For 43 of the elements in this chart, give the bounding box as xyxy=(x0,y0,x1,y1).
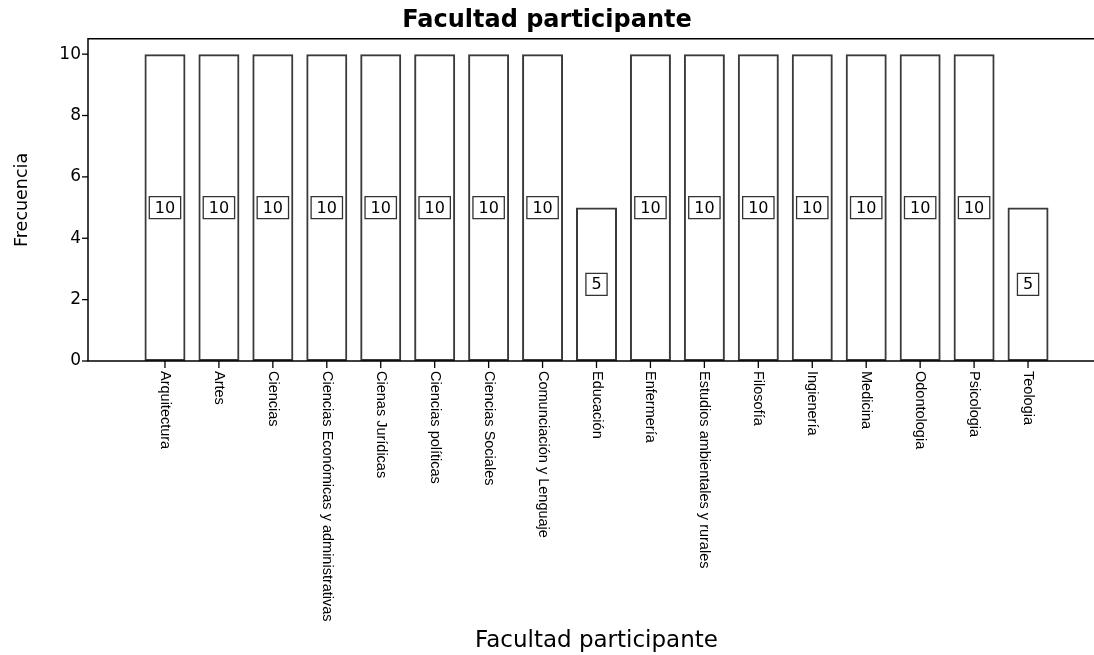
data-label: 10 xyxy=(748,197,769,217)
x-axis-title: Facultad participante xyxy=(475,626,718,653)
x-tick-label: Ciencias xyxy=(265,371,282,427)
data-label: 10 xyxy=(154,197,176,217)
chart-title: Facultad participante xyxy=(402,4,692,33)
y-tick-label: 2 xyxy=(70,288,81,309)
x-tick-label: Ciencias Económicas y administrativas xyxy=(319,371,336,622)
x-tick-label: Enfermería xyxy=(643,371,660,444)
x-tick-label: Ingienería xyxy=(805,371,822,437)
x-tick-label: Educación xyxy=(589,371,606,439)
data-label: 10 xyxy=(532,197,553,217)
y-tick-label: 4 xyxy=(70,226,81,247)
data-label: 10 xyxy=(478,197,499,217)
x-tick-label: Odontologia xyxy=(913,371,930,451)
x-tick-label: Estudios ambientales y rurales xyxy=(697,371,714,569)
y-tick-label: 6 xyxy=(70,165,81,186)
data-label: 10 xyxy=(802,197,823,217)
y-tick-label: 8 xyxy=(70,103,81,124)
x-tick-label: Ciencias Sociales xyxy=(481,371,498,486)
data-label: 10 xyxy=(909,197,931,217)
x-tick-label: Arquitectura xyxy=(157,371,174,451)
data-label: 10 xyxy=(694,197,715,217)
data-label: 10 xyxy=(208,197,230,217)
x-tick-label: Comunciación y Lenguaje xyxy=(535,371,552,538)
y-tick-label: 0 xyxy=(70,349,81,370)
data-label: 10 xyxy=(316,197,337,217)
data-label: 5 xyxy=(1022,274,1034,294)
data-label: 10 xyxy=(370,197,391,217)
data-label: 10 xyxy=(262,197,284,217)
data-label: 10 xyxy=(856,197,877,217)
x-tick-label: Ciencias políticas xyxy=(427,371,444,484)
data-label: 10 xyxy=(640,197,661,217)
x-tick-label: Cienas Jurídicas xyxy=(373,371,390,479)
x-tick-label: Artes xyxy=(211,371,228,405)
x-tick-label: Medicina xyxy=(859,371,876,430)
x-tick-label: Teologia xyxy=(1021,371,1038,426)
x-tick-label: Filosofía xyxy=(751,371,768,427)
data-label: 10 xyxy=(963,197,985,217)
y-axis-title: Frecuencia xyxy=(11,152,32,247)
y-tick-label: 10 xyxy=(59,42,81,63)
x-tick-label: Psicologia xyxy=(967,371,984,439)
data-label: 5 xyxy=(591,274,602,294)
data-label: 10 xyxy=(424,197,445,217)
